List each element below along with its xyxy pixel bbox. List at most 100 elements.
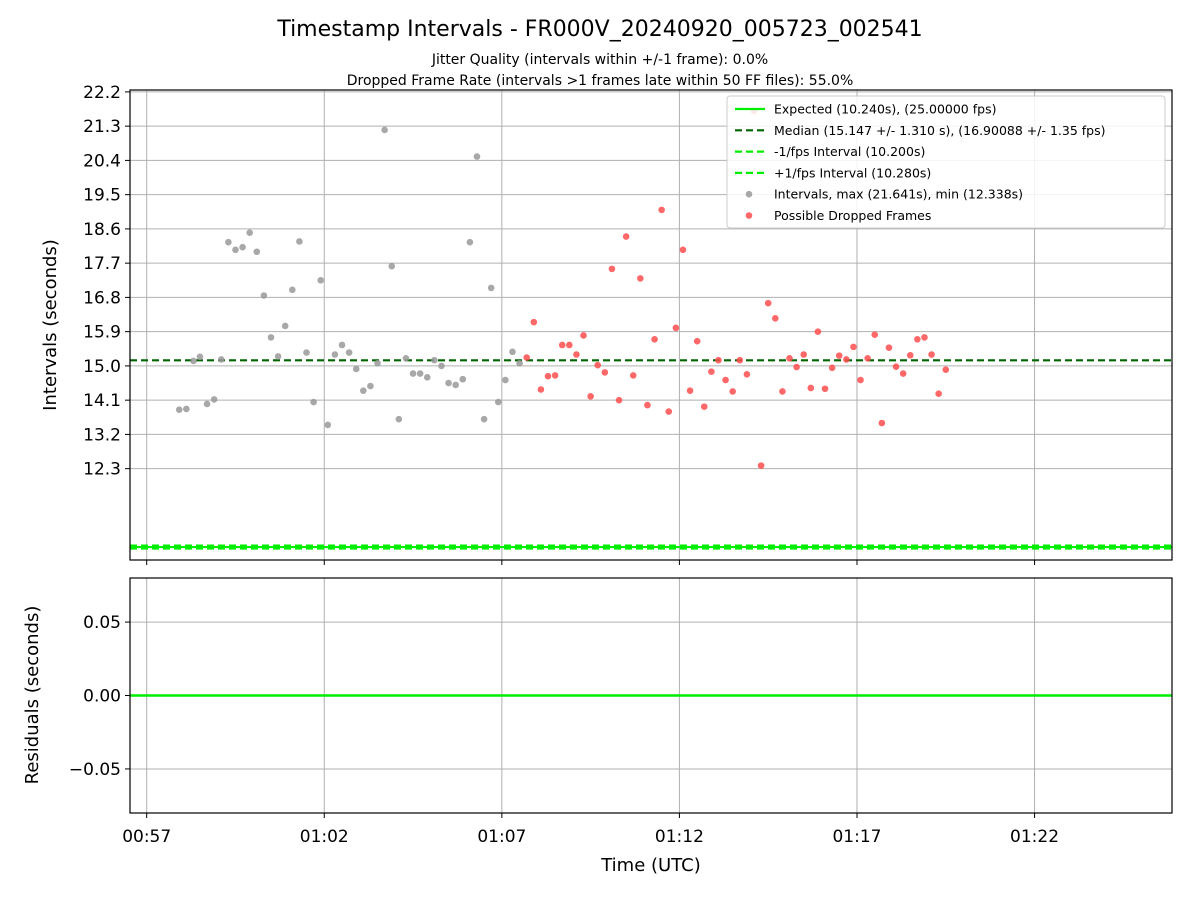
data-point — [487, 284, 495, 292]
legend-entry-label: -1/fps Interval (10.200s) — [774, 144, 925, 159]
data-point — [232, 246, 239, 254]
legend-entry-label: Median (15.147 +/- 1.310 s), (16.90088 +… — [774, 123, 1105, 138]
data-point — [629, 372, 637, 379]
y-tick-label: 19.5 — [83, 186, 121, 206]
data-point — [587, 393, 594, 400]
data-point — [310, 398, 317, 406]
data-point — [317, 276, 325, 284]
data-point — [729, 388, 736, 395]
data-point — [324, 421, 332, 429]
data-point — [700, 403, 708, 410]
data-point — [537, 386, 545, 393]
y-tick-label: 16.8 — [83, 288, 121, 308]
y-tick-label: 14.1 — [83, 391, 121, 411]
residuals-y-axis-label: Residuals (seconds) — [22, 606, 43, 785]
data-point — [260, 292, 268, 299]
residuals-x-axis-label: Time (UTC) — [600, 855, 701, 876]
data-point — [601, 369, 609, 376]
data-point — [885, 344, 893, 351]
data-point — [906, 351, 914, 359]
data-point — [367, 382, 374, 390]
x-tick-label: 01:07 — [477, 827, 526, 847]
data-point — [864, 354, 871, 362]
data-point — [438, 362, 445, 370]
data-point — [665, 408, 673, 415]
y-tick-label: 0.00 — [83, 687, 121, 707]
data-point — [793, 363, 800, 371]
data-point — [857, 376, 864, 384]
data-point — [473, 153, 481, 160]
x-tick-label: 01:17 — [832, 827, 881, 847]
data-point — [779, 388, 786, 395]
y-tick-label: 15.0 — [83, 357, 121, 377]
legend: Expected (10.240s), (25.00000 fps) Median… — [726, 95, 1166, 229]
data-point — [289, 286, 296, 294]
data-point — [416, 370, 424, 377]
y-tick-label: 20.4 — [83, 151, 121, 171]
data-point — [345, 349, 353, 356]
y-tick-label: 17.7 — [83, 254, 121, 274]
data-point — [190, 357, 197, 365]
data-point — [239, 243, 246, 251]
data-point — [679, 246, 687, 254]
data-point — [217, 356, 225, 363]
data-point — [175, 406, 183, 413]
data-point — [615, 396, 623, 404]
data-point — [352, 365, 360, 373]
data-point — [942, 366, 950, 374]
data-point — [303, 349, 310, 356]
intervals-points — [175, 107, 950, 469]
data-point — [594, 361, 602, 369]
data-point — [835, 352, 843, 359]
residuals-y-ticks: −0.05 0.00 0.05 — [69, 613, 130, 780]
data-point — [452, 381, 459, 389]
data-point — [637, 275, 644, 282]
data-point — [267, 334, 275, 341]
data-point — [892, 363, 900, 370]
intervals-y-axis-label: Intervals (seconds) — [40, 239, 61, 411]
data-point — [494, 398, 502, 406]
data-point — [253, 248, 261, 256]
data-point — [800, 351, 808, 358]
data-point — [360, 387, 367, 394]
data-point — [431, 356, 438, 364]
data-point — [558, 341, 566, 349]
x-tick-label: 00:57 — [122, 827, 171, 847]
data-point — [480, 415, 488, 423]
data-point — [743, 370, 751, 378]
data-point — [715, 356, 722, 364]
data-point — [722, 376, 729, 384]
data-point — [281, 322, 289, 330]
y-tick-label: 15.9 — [83, 323, 121, 343]
data-point — [338, 341, 346, 349]
data-point — [502, 376, 509, 384]
data-point — [580, 332, 587, 339]
y-tick-label: 18.6 — [83, 220, 121, 240]
intervals-y-ticks: 12.3 13.2 14.1 15.0 15.9 16.8 17.7 18.6 19.5 20.4… — [83, 83, 130, 480]
chart-subtitle-dropped: Dropped Frame Rate (intervals >1 frames … — [347, 73, 854, 89]
data-point — [786, 354, 793, 362]
data-point — [935, 390, 942, 397]
y-tick-label: 13.2 — [83, 425, 121, 445]
data-point — [225, 238, 232, 246]
data-point — [757, 462, 765, 469]
data-point — [509, 348, 516, 356]
data-point — [772, 315, 779, 322]
data-point — [196, 353, 204, 361]
data-point — [658, 206, 665, 214]
data-point — [878, 419, 886, 427]
data-point — [210, 396, 218, 403]
x-tick-label: 01:12 — [655, 827, 704, 847]
data-point — [843, 356, 850, 363]
y-tick-label: −0.05 — [69, 760, 121, 780]
data-point — [530, 318, 538, 326]
data-point — [736, 356, 744, 364]
chart-title: Timestamp Intervals - FR000V_20240920_00… — [276, 17, 922, 42]
data-point — [409, 370, 417, 377]
data-point — [914, 335, 921, 343]
data-point — [814, 328, 822, 335]
data-point — [388, 262, 396, 270]
data-point — [395, 415, 403, 423]
legend-entry-label: Possible Dropped Frames — [774, 208, 931, 223]
